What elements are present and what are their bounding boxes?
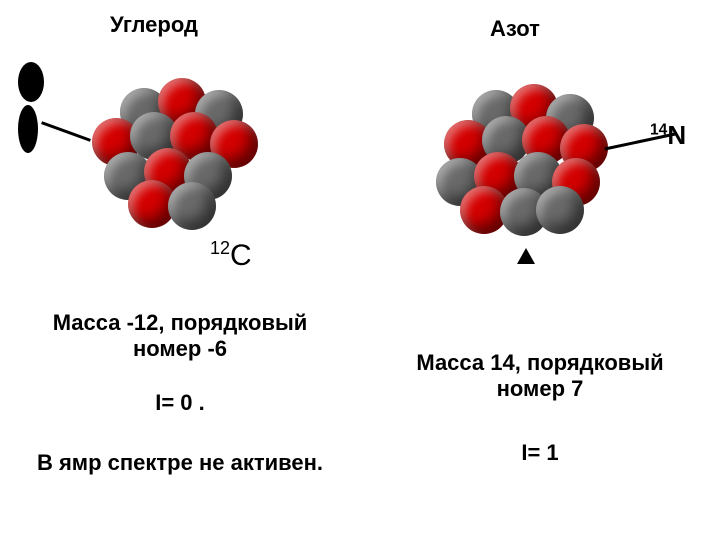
nitrogen-symbol: N bbox=[667, 120, 686, 150]
neutron-sphere bbox=[168, 182, 216, 230]
nitrogen-mass-number: 14 bbox=[650, 121, 667, 138]
carbon-isotope-label: 12C bbox=[210, 238, 252, 273]
nitrogen-isotope-label: 14N bbox=[650, 120, 686, 151]
carbon-symbol: C bbox=[230, 239, 252, 272]
nucleus-left bbox=[80, 70, 280, 240]
left-active-line: В ямр спектре не активен. bbox=[30, 450, 330, 476]
right-arrow-up bbox=[517, 248, 535, 264]
left-element-title: Углерод bbox=[110, 12, 198, 38]
edge-fragment-top bbox=[18, 62, 44, 102]
carbon-mass-number: 12 bbox=[210, 238, 230, 258]
right-spin-line: I= 1 bbox=[390, 440, 690, 466]
right-element-title: Азот bbox=[490, 16, 540, 42]
left-spin-line: I= 0 . bbox=[30, 390, 330, 416]
nucleus-right bbox=[430, 80, 630, 250]
right-mass-line: Масса 14, порядковый номер 7 bbox=[390, 350, 690, 402]
left-mass-line: Масса -12, порядковый номер -6 bbox=[30, 310, 330, 362]
neutron-sphere bbox=[536, 186, 584, 234]
edge-fragment-bottom bbox=[18, 105, 38, 153]
